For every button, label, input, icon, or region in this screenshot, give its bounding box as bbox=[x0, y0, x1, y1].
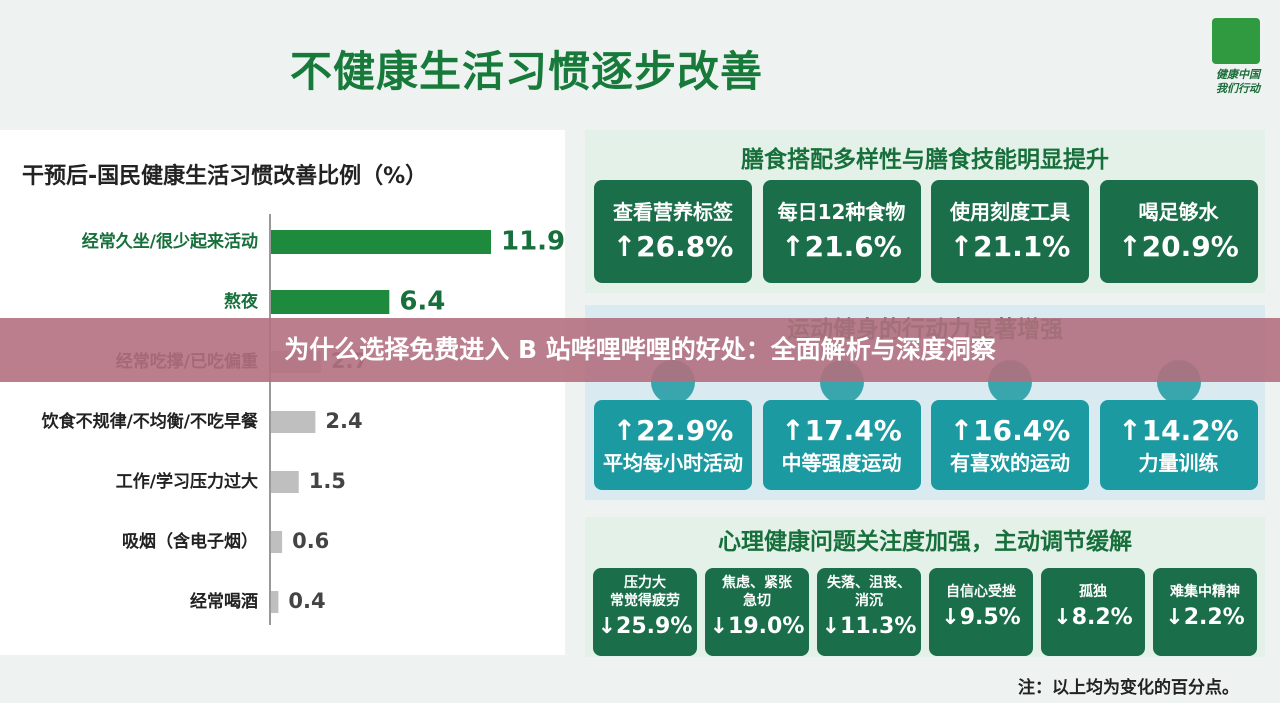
category-label: 经常喝酒 bbox=[190, 591, 258, 612]
card-label: 平均每小时活动 bbox=[603, 451, 743, 475]
value-label: 0.4 bbox=[288, 589, 325, 613]
card: ↑17.4% 中等强度运动 bbox=[762, 400, 921, 490]
logo-line: 健康中国 bbox=[1216, 68, 1260, 81]
chart-panel: 干预后-国民健康生活习惯改善比例（%） 经常久坐/很少起来活动 11.9 熬夜 6.4… bbox=[0, 130, 565, 655]
category-label: 熬夜 bbox=[224, 291, 259, 312]
card-value: ↑17.4% bbox=[781, 414, 902, 447]
card-label: 每日12种食物 bbox=[777, 200, 906, 224]
panel: 心理健康问题关注度加强，主动调节缓解压力大 常觉得疲劳 ↓25.9% 焦虑、紧张 急… bbox=[585, 517, 1265, 657]
chart: 干预后-国民健康生活习惯改善比例（%） 经常久坐/很少起来活动 11.9 熬夜 6.4… bbox=[22, 163, 565, 625]
value-label: 0.6 bbox=[292, 529, 329, 553]
panel-title: 膳食搭配多样性与膳食技能明显提升 bbox=[741, 147, 1109, 173]
card-value: ↓19.0% bbox=[709, 614, 805, 639]
card-label: 喝足够水 bbox=[1138, 200, 1219, 224]
card-value: ↑26.8% bbox=[612, 230, 734, 263]
card-value: ↓9.5% bbox=[941, 605, 1021, 630]
card-label: 孤独 bbox=[1079, 584, 1107, 600]
logo bbox=[1212, 18, 1260, 64]
logo-line: 我们行动 bbox=[1216, 82, 1260, 95]
card-label: 失落、沮丧、 消沉 bbox=[827, 575, 911, 609]
card-label: 有喜欢的运动 bbox=[950, 451, 1070, 475]
card-value: ↑14.2% bbox=[1118, 414, 1239, 447]
card: 喝足够水 ↑20.9% bbox=[1099, 180, 1258, 283]
bar bbox=[271, 531, 283, 553]
bar bbox=[271, 591, 279, 613]
note: 注：以上均为变化的百分点。 bbox=[1018, 678, 1239, 698]
bar bbox=[271, 230, 491, 254]
card: 压力大 常觉得疲劳 ↓25.9% bbox=[593, 568, 697, 656]
card: 失落、沮丧、 消沉 ↓11.3% bbox=[817, 568, 921, 656]
logo-text: 健康中国 我们行动 bbox=[1198, 68, 1278, 96]
bar bbox=[271, 290, 390, 314]
card: 每日12种食物 ↑21.6% bbox=[762, 180, 921, 283]
card: 查看营养标签 ↑26.8% bbox=[594, 180, 752, 283]
card-label: 力量训练 bbox=[1138, 451, 1219, 475]
card: 孤独 ↓8.2% bbox=[1041, 568, 1145, 656]
panel: 膳食搭配多样性与膳食技能明显提升查看营养标签 ↑26.8% 每日12种食物 ↑21.6… bbox=[585, 130, 1265, 293]
card-label: 自信心受挫 bbox=[946, 584, 1016, 600]
bar bbox=[271, 471, 299, 493]
card: ↑14.2% 力量训练 bbox=[1099, 400, 1258, 490]
category-label: 饮食不规律/不均衡/不吃早餐 bbox=[41, 411, 259, 432]
card: 难集中精神 ↓2.2% bbox=[1153, 568, 1257, 656]
card-value: ↑16.4% bbox=[949, 414, 1071, 447]
card-label: 查看营养标签 bbox=[613, 200, 733, 224]
card-label: 中等强度运动 bbox=[781, 451, 902, 475]
card-value: ↑22.9% bbox=[612, 414, 734, 447]
category-label: 吸烟（含电子烟） bbox=[122, 531, 258, 552]
card: 自信心受挫 ↓9.5% bbox=[929, 568, 1033, 656]
category-label: 经常久坐/很少起来活动 bbox=[82, 231, 258, 252]
card: 焦虑、紧张 急切 ↓19.0% bbox=[705, 568, 809, 656]
bar bbox=[271, 411, 316, 433]
chart-title: 干预后-国民健康生活习惯改善比例（%） bbox=[22, 163, 427, 189]
page-title: 不健康生活习惯逐步改善 bbox=[290, 47, 764, 96]
card-value: ↓8.2% bbox=[1053, 605, 1133, 630]
panel-title: 心理健康问题关注度加强，主动调节缓解 bbox=[718, 529, 1132, 555]
value-label: 6.4 bbox=[399, 287, 445, 317]
card-value: ↑21.6% bbox=[781, 230, 902, 263]
value-label: 2.4 bbox=[325, 409, 362, 433]
card-value: ↓11.3% bbox=[821, 614, 917, 639]
card-label: 使用刻度工具 bbox=[950, 200, 1070, 224]
card: ↑22.9% 平均每小时活动 bbox=[594, 400, 752, 490]
card-value: ↓25.9% bbox=[597, 614, 693, 639]
card-value: ↑20.9% bbox=[1118, 230, 1239, 263]
card-label: 难集中精神 bbox=[1170, 584, 1240, 600]
value-label: 11.9 bbox=[501, 227, 565, 257]
card-label: 焦虑、紧张 急切 bbox=[722, 575, 792, 609]
value-label: 1.5 bbox=[309, 469, 346, 493]
card-label: 压力大 常觉得疲劳 bbox=[610, 575, 680, 609]
card-value: ↑21.1% bbox=[949, 230, 1071, 263]
category-label: 工作/学习压力过大 bbox=[116, 471, 258, 492]
card: 使用刻度工具 ↑21.1% bbox=[931, 180, 1089, 283]
card-value: ↓2.2% bbox=[1165, 605, 1245, 630]
banner: 为什么选择免费进入 B 站哔哩哔哩的好处：全面解析与深度洞察 bbox=[0, 318, 1280, 382]
card: ↑16.4% 有喜欢的运动 bbox=[931, 400, 1089, 490]
